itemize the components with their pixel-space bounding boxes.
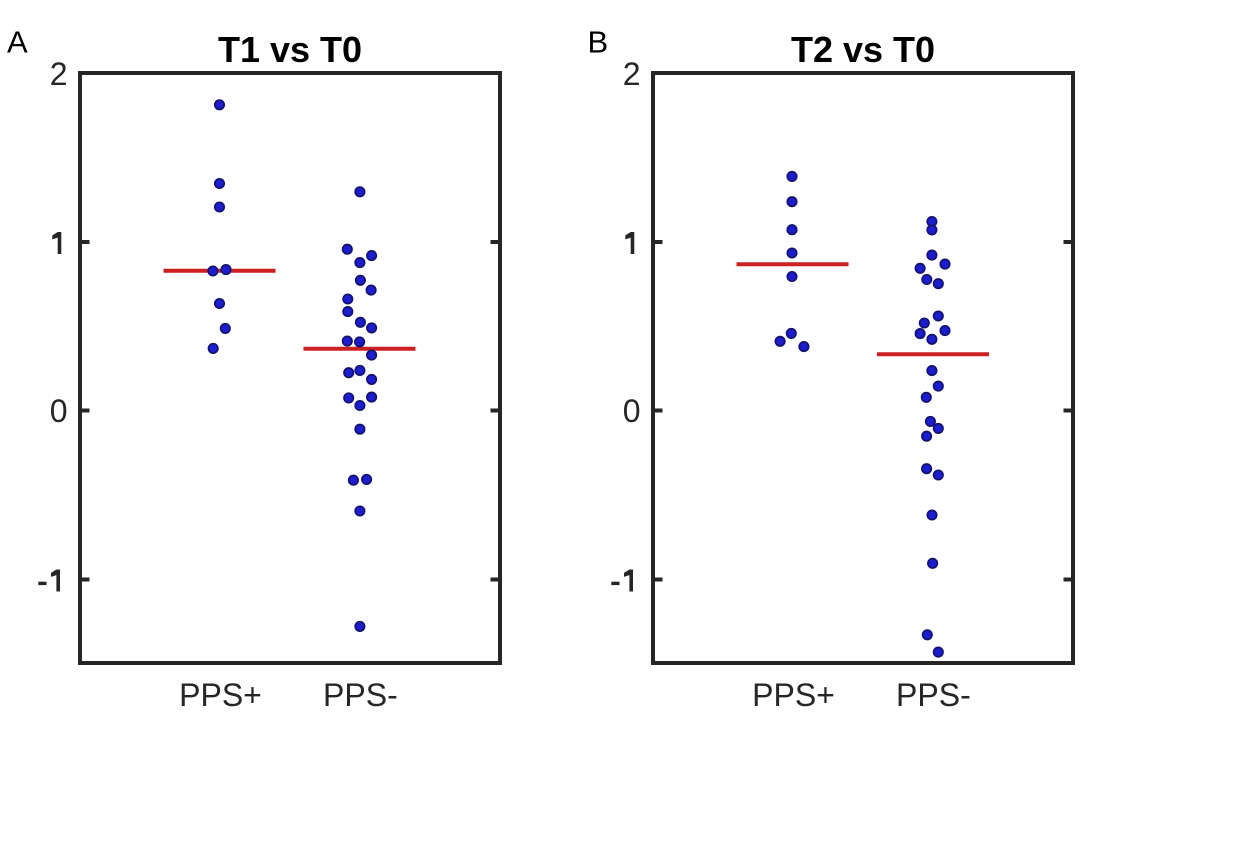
svg-text:0: 0 — [623, 393, 641, 429]
svg-text:A: A — [7, 25, 28, 60]
svg-text:PPS+: PPS+ — [752, 677, 835, 713]
svg-text:2: 2 — [50, 56, 68, 92]
svg-text:2: 2 — [623, 56, 641, 92]
svg-text:0: 0 — [50, 393, 68, 429]
svg-text:B: B — [588, 25, 609, 60]
svg-text:PPS+: PPS+ — [179, 677, 262, 713]
svg-text:PPS-: PPS- — [896, 677, 971, 713]
svg-text:T1 vs T0: T1 vs T0 — [218, 29, 362, 70]
svg-text:T2 vs T0: T2 vs T0 — [791, 29, 935, 70]
svg-text:PPS-: PPS- — [323, 677, 398, 713]
